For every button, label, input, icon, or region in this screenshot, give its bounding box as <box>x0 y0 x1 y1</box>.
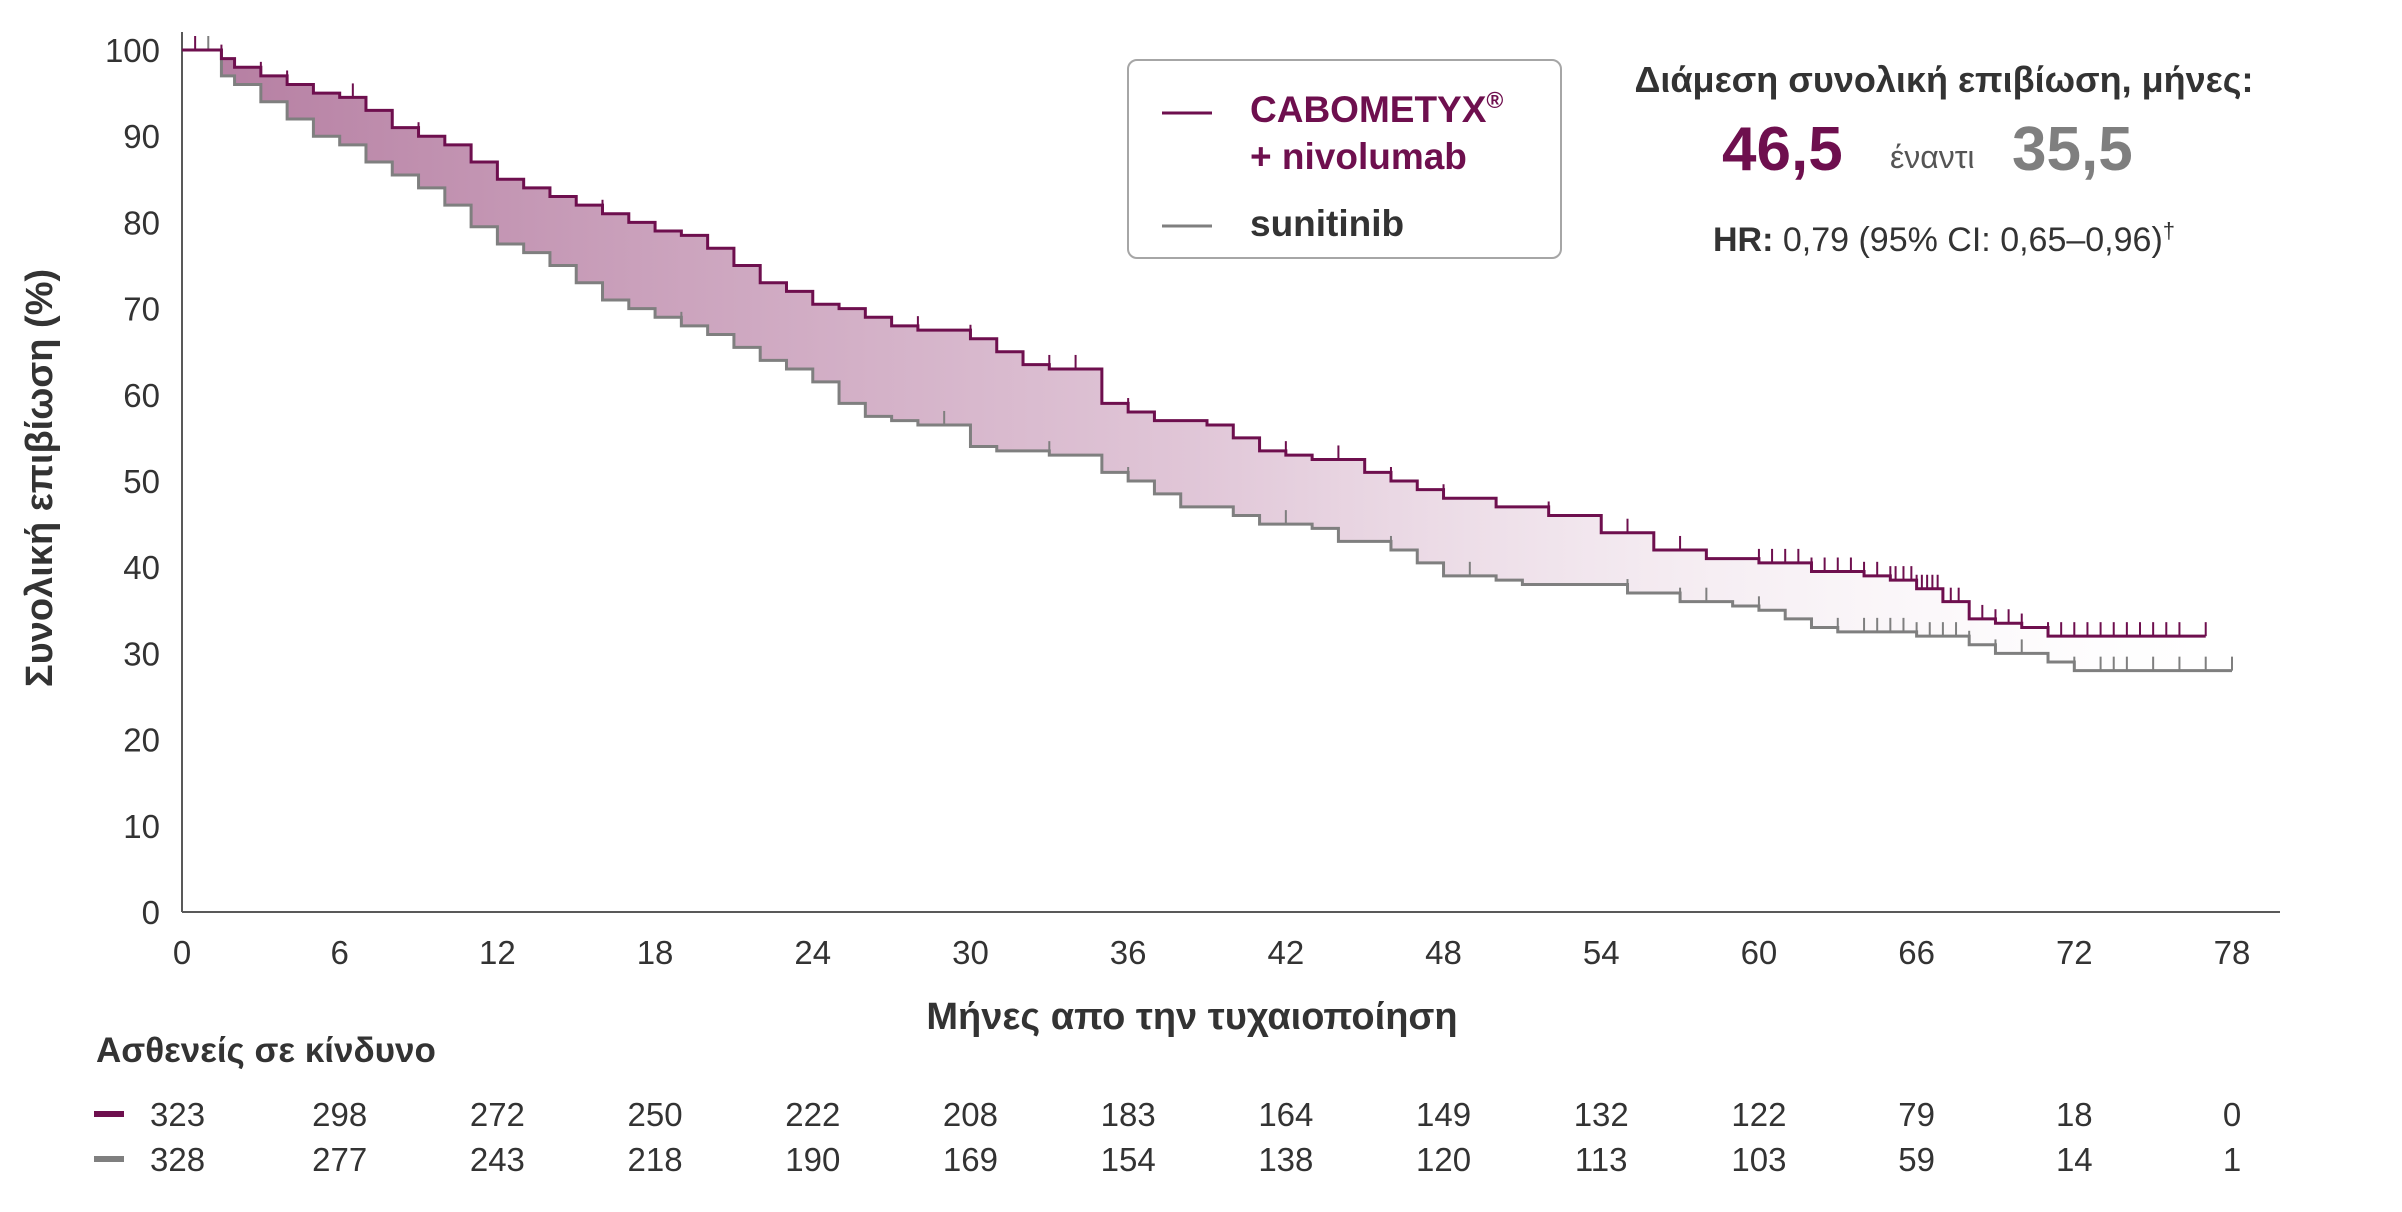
x-tick-label: 60 <box>1741 934 1778 971</box>
hr-footnote-mark: † <box>2163 218 2175 243</box>
risk-value-sunitinib: 154 <box>1101 1141 1156 1178</box>
risk-value-cabometyx: 208 <box>943 1096 998 1133</box>
y-tick-label: 60 <box>123 377 160 414</box>
annotation-title: Διάμεση συνολική επιβίωση, μήνες: <box>1635 59 2254 100</box>
legend-label-sunitinib: sunitinib <box>1250 203 1404 244</box>
x-tick-label: 24 <box>794 934 831 971</box>
risk-values: 323 298 272 250 222 208 183 164 149 132 122 79 18 0 32… <box>150 1096 2241 1178</box>
y-tick-label: 70 <box>123 291 160 328</box>
risk-value-cabometyx: 183 <box>1101 1096 1156 1133</box>
y-tick-label: 20 <box>123 722 160 759</box>
median-value-cabometyx: 46,5 <box>1722 115 1843 184</box>
registered-mark: ® <box>1486 87 1503 113</box>
legend-label-cabometyx: CABOMETYX® <box>1250 87 1503 130</box>
risk-value-sunitinib: 120 <box>1416 1141 1471 1178</box>
y-tick-label: 100 <box>105 32 160 69</box>
risk-value-cabometyx: 149 <box>1416 1096 1471 1133</box>
risk-value-sunitinib: 1 <box>2223 1141 2241 1178</box>
legend-label-nivolumab: + nivolumab <box>1250 136 1467 177</box>
risk-table-title: Ασθενείς σε κίνδυνο <box>96 1031 436 1070</box>
risk-value-cabometyx: 18 <box>2056 1096 2093 1133</box>
series-lines <box>182 36 2233 673</box>
risk-value-sunitinib: 59 <box>1898 1141 1935 1178</box>
difference-fill <box>182 50 2206 671</box>
risk-value-cabometyx: 272 <box>470 1096 525 1133</box>
x-tick-label: 66 <box>1898 934 1935 971</box>
legend: CABOMETYX® + nivolumab sunitinib <box>1127 59 1562 259</box>
risk-value-sunitinib: 243 <box>470 1141 525 1178</box>
x-tick-label: 0 <box>173 934 191 971</box>
risk-value-sunitinib: 190 <box>785 1141 840 1178</box>
median-os-annotation: Διάμεση συνολική επιβίωση, μήνες: 46,5 έ… <box>1635 59 2254 259</box>
risk-value-sunitinib: 113 <box>1575 1141 1628 1178</box>
axes: 0 10 20 30 40 50 60 70 80 90 100 0 6 12 18 24 30 36 42 48 54… <box>105 32 2280 971</box>
risk-value-cabometyx: 323 <box>150 1096 205 1133</box>
y-tick-label: 50 <box>123 463 160 500</box>
risk-value-cabometyx: 222 <box>785 1096 840 1133</box>
x-tick-label: 72 <box>2056 934 2093 971</box>
risk-value-cabometyx: 298 <box>312 1096 367 1133</box>
y-tick-label: 30 <box>123 635 160 672</box>
x-tick-label: 36 <box>1110 934 1147 971</box>
risk-value-cabometyx: 79 <box>1898 1096 1935 1133</box>
x-tick-label: 54 <box>1583 934 1620 971</box>
y-tick-label: 10 <box>123 808 160 845</box>
y-tick-label: 40 <box>123 549 160 586</box>
risk-value-cabometyx: 132 <box>1574 1096 1629 1133</box>
x-tick-label: 42 <box>1267 934 1304 971</box>
y-tick-label: 80 <box>123 204 160 241</box>
risk-value-sunitinib: 138 <box>1258 1141 1313 1178</box>
risk-value-sunitinib: 169 <box>943 1141 998 1178</box>
x-tick-label: 18 <box>637 934 674 971</box>
risk-table: Ασθενείς σε κίνδυνο 323 298 272 250 222 208 18… <box>94 1031 2241 1178</box>
risk-value-sunitinib: 103 <box>1731 1141 1786 1178</box>
risk-value-cabometyx: 122 <box>1731 1096 1786 1133</box>
x-axis-title: Μήνες απο την τυχαιοποίηση <box>926 996 1457 1038</box>
median-value-sunitinib: 35,5 <box>2012 115 2133 184</box>
risk-value-sunitinib: 218 <box>628 1141 683 1178</box>
risk-value-sunitinib: 14 <box>2056 1141 2093 1178</box>
y-axis-title: Συνολική επιβίωση (%) <box>19 269 61 687</box>
y-tick-label: 90 <box>123 118 160 155</box>
x-tick-label: 78 <box>2214 934 2251 971</box>
legend-box <box>1127 59 1562 259</box>
versus-label: έναντι <box>1890 139 1975 175</box>
x-tick-label: 48 <box>1425 934 1462 971</box>
risk-value-cabometyx: 250 <box>628 1096 683 1133</box>
risk-value-sunitinib: 328 <box>150 1141 205 1178</box>
risk-value-sunitinib: 277 <box>312 1141 367 1178</box>
x-tick-label: 12 <box>479 934 516 971</box>
risk-value-cabometyx: 164 <box>1258 1096 1313 1133</box>
x-tick-label: 30 <box>952 934 989 971</box>
y-tick-label: 0 <box>142 894 160 931</box>
x-tick-label: 6 <box>331 934 349 971</box>
risk-value-cabometyx: 0 <box>2223 1096 2241 1133</box>
hazard-ratio: HR: 0,79 (95% CI: 0,65–0,96)† <box>1713 218 2175 259</box>
difference-area <box>182 50 2206 671</box>
